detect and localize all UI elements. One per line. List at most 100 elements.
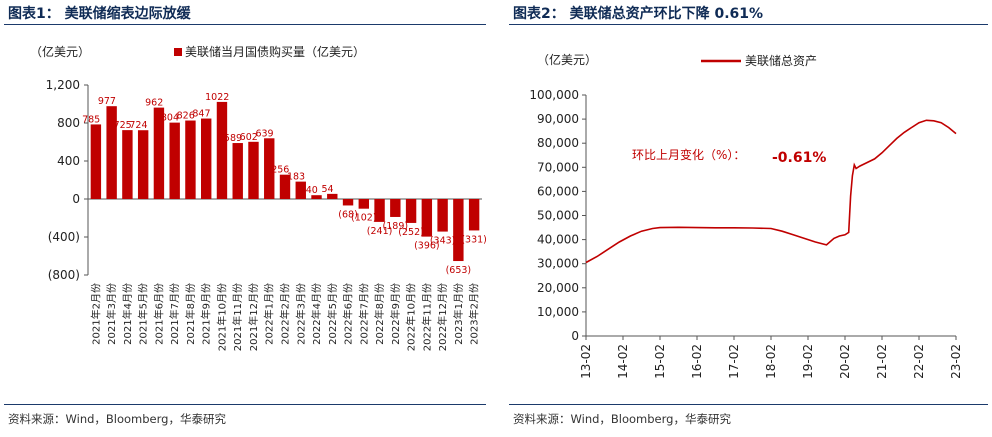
bar <box>374 199 385 222</box>
bar <box>216 101 228 199</box>
bar-chart-x-tick-label: 2022年9月份 <box>389 283 402 345</box>
bar <box>390 199 401 217</box>
bar <box>200 118 212 199</box>
line-chart-y-tick-label: 100,000 <box>529 88 579 102</box>
bar-chart-x-tick-label: 2022年10月份 <box>405 283 418 351</box>
figure-1-panel: 图表1： 美联储缩表边际放缓 （亿美元） 美联储当月国债购买量（亿美元） (80… <box>0 0 490 437</box>
line-chart-y-tick-label: 0 <box>571 329 579 343</box>
bar-chart-x-tick-label: 2021年8月份 <box>184 283 197 345</box>
line-chart-y-tick-label: 80,000 <box>537 136 579 150</box>
line-chart-x-tick-label: 13-02 <box>579 344 593 379</box>
bar-value-label: (252) <box>398 227 424 238</box>
bar-value-label: (189) <box>383 221 409 232</box>
bar-chart-x-tick-label: 2022年6月份 <box>342 283 355 345</box>
figure-1-title: 图表1： 美联储缩表边际放缓 <box>8 6 191 22</box>
line-chart-y-tick-label: 60,000 <box>537 184 579 198</box>
bar-chart-x-tick-label: 2023年1月份 <box>452 283 465 345</box>
bar <box>232 143 243 199</box>
bar-value-label: (331) <box>461 234 487 245</box>
series-line-total-assets <box>585 119 957 264</box>
bar-chart: （亿美元） 美联储当月国债购买量（亿美元） (800) (400) 0 400 800 1… <box>30 44 487 351</box>
line-chart-annotation-label: 环比上月变化（%）： <box>632 147 745 162</box>
bar-chart-y-tick-label: (400) <box>48 230 80 244</box>
bar-value-label: 256 <box>271 165 289 176</box>
bar <box>106 106 117 199</box>
bar <box>248 141 259 199</box>
line-chart-legend-label: 美联储总资产 <box>745 53 817 68</box>
bar-value-label: 962 <box>145 98 163 109</box>
bar-chart-x-tick-label: 2022年8月份 <box>373 283 386 345</box>
line-chart-x-tick-label: 23-02 <box>949 344 963 379</box>
bar-value-label: 40 <box>306 185 318 196</box>
line-chart-x-tick-label: 22-02 <box>912 344 926 379</box>
bar-value-label: (343) <box>430 236 456 247</box>
bar <box>327 193 338 199</box>
figure-2-title: 图表2： 美联储总资产环比下降 0.61% <box>513 6 764 22</box>
line-chart-x-tick-label: 14-02 <box>616 344 630 379</box>
line-chart: （亿美元） 美联储总资产 环比上月变化（%）： -0.61% 0 10,000 20… <box>529 52 963 379</box>
bar-value-label: 639 <box>255 128 273 139</box>
bar-chart-x-tick-label: 2022年1月份 <box>263 283 276 345</box>
bar-value-label: 183 <box>287 172 305 183</box>
bar-value-label: 724 <box>129 120 147 131</box>
bar-chart-legend-swatch <box>174 48 182 56</box>
bar-chart-x-tick-label: 2022年2月份 <box>279 283 292 345</box>
bar-chart-x-tick-label: 2022年12月份 <box>436 283 449 351</box>
figure-2-source: 资料来源：Wind，Bloomberg，华泰研究 <box>513 412 731 426</box>
bar-chart-legend-label: 美联储当月国债购买量（亿美元） <box>185 44 365 59</box>
figure-1-source: 资料来源：Wind，Bloomberg，华泰研究 <box>8 412 226 426</box>
line-chart-annotation-value: -0.61% <box>772 150 826 166</box>
line-chart-x-tick-label: 15-02 <box>653 344 667 379</box>
bar <box>405 199 417 223</box>
bar <box>295 181 306 199</box>
bar <box>311 195 322 199</box>
bar-chart-y-tick-label: (800) <box>48 268 80 282</box>
line-chart-y-tick-label: 30,000 <box>537 257 579 271</box>
bar <box>453 199 464 262</box>
bar-chart-x-tick-label: 2021年3月份 <box>105 283 118 345</box>
bar-value-label: (68) <box>338 209 358 220</box>
bar-chart-x-tick-label: 2021年12月份 <box>247 283 260 351</box>
bar-chart-x-tick-label: 2023年2月份 <box>468 283 481 345</box>
bar-chart-x-tick-label: 2022年3月份 <box>294 283 307 345</box>
bar-value-label: 1022 <box>205 92 229 103</box>
line-chart-ylabel: （亿美元） <box>537 52 597 67</box>
bar-value-label: 589 <box>224 133 242 144</box>
bar-chart-x-tick-label: 2021年11月份 <box>231 283 244 351</box>
bar-chart-x-tick-label: 2021年6月份 <box>152 283 165 345</box>
bar-chart-x-tick-label: 2021年4月份 <box>121 283 134 345</box>
bar <box>169 122 180 199</box>
line-chart-y-tick-label: 90,000 <box>537 112 579 126</box>
figure-2-top-rule <box>509 24 988 25</box>
line-chart-y-tick-label: 20,000 <box>537 281 579 295</box>
bar-chart-x-tick-label: 2022年7月份 <box>357 283 370 345</box>
bar-chart-y-tick-label: 1,200 <box>46 78 80 92</box>
figure-2-panel: 图表2： 美联储总资产环比下降 0.61% （亿美元） 美联储总资产 环比上月变… <box>505 0 992 437</box>
bar-chart-y-tick-label: 400 <box>57 154 80 168</box>
bar-value-label: 725 <box>114 120 132 131</box>
bar-chart-x-tick-label: 2022年5月份 <box>326 283 339 345</box>
bar-chart-x-tick-label: 2021年9月份 <box>200 283 213 345</box>
bar-chart-x-tick-label: 2021年7月份 <box>168 283 181 345</box>
bar <box>437 199 448 232</box>
bar-value-label: (102) <box>351 213 377 224</box>
bar <box>137 130 149 199</box>
line-chart-x-tick-label: 18-02 <box>764 344 778 379</box>
line-chart-x-tick-label: 20-02 <box>838 344 852 379</box>
bar-value-label: (653) <box>446 265 472 276</box>
bar-chart-y-tick-label: 0 <box>72 192 80 206</box>
bar <box>279 174 291 199</box>
bar-chart-ylabel: （亿美元） <box>30 44 90 59</box>
figure-1-bottom-rule <box>4 404 486 405</box>
bar-value-label: (241) <box>367 226 393 237</box>
line-chart-y-tick-label: 50,000 <box>537 209 579 223</box>
bar-value-label: 804 <box>161 113 179 124</box>
line-chart-y-tick-label: 70,000 <box>537 160 579 174</box>
bar-value-label: 826 <box>177 111 195 122</box>
bar <box>358 199 370 209</box>
bar <box>264 138 275 199</box>
bar <box>153 107 165 199</box>
figure-1-top-rule <box>4 24 486 25</box>
bar-chart-x-tick-label: 2022年4月份 <box>310 283 323 345</box>
bar <box>468 199 480 231</box>
